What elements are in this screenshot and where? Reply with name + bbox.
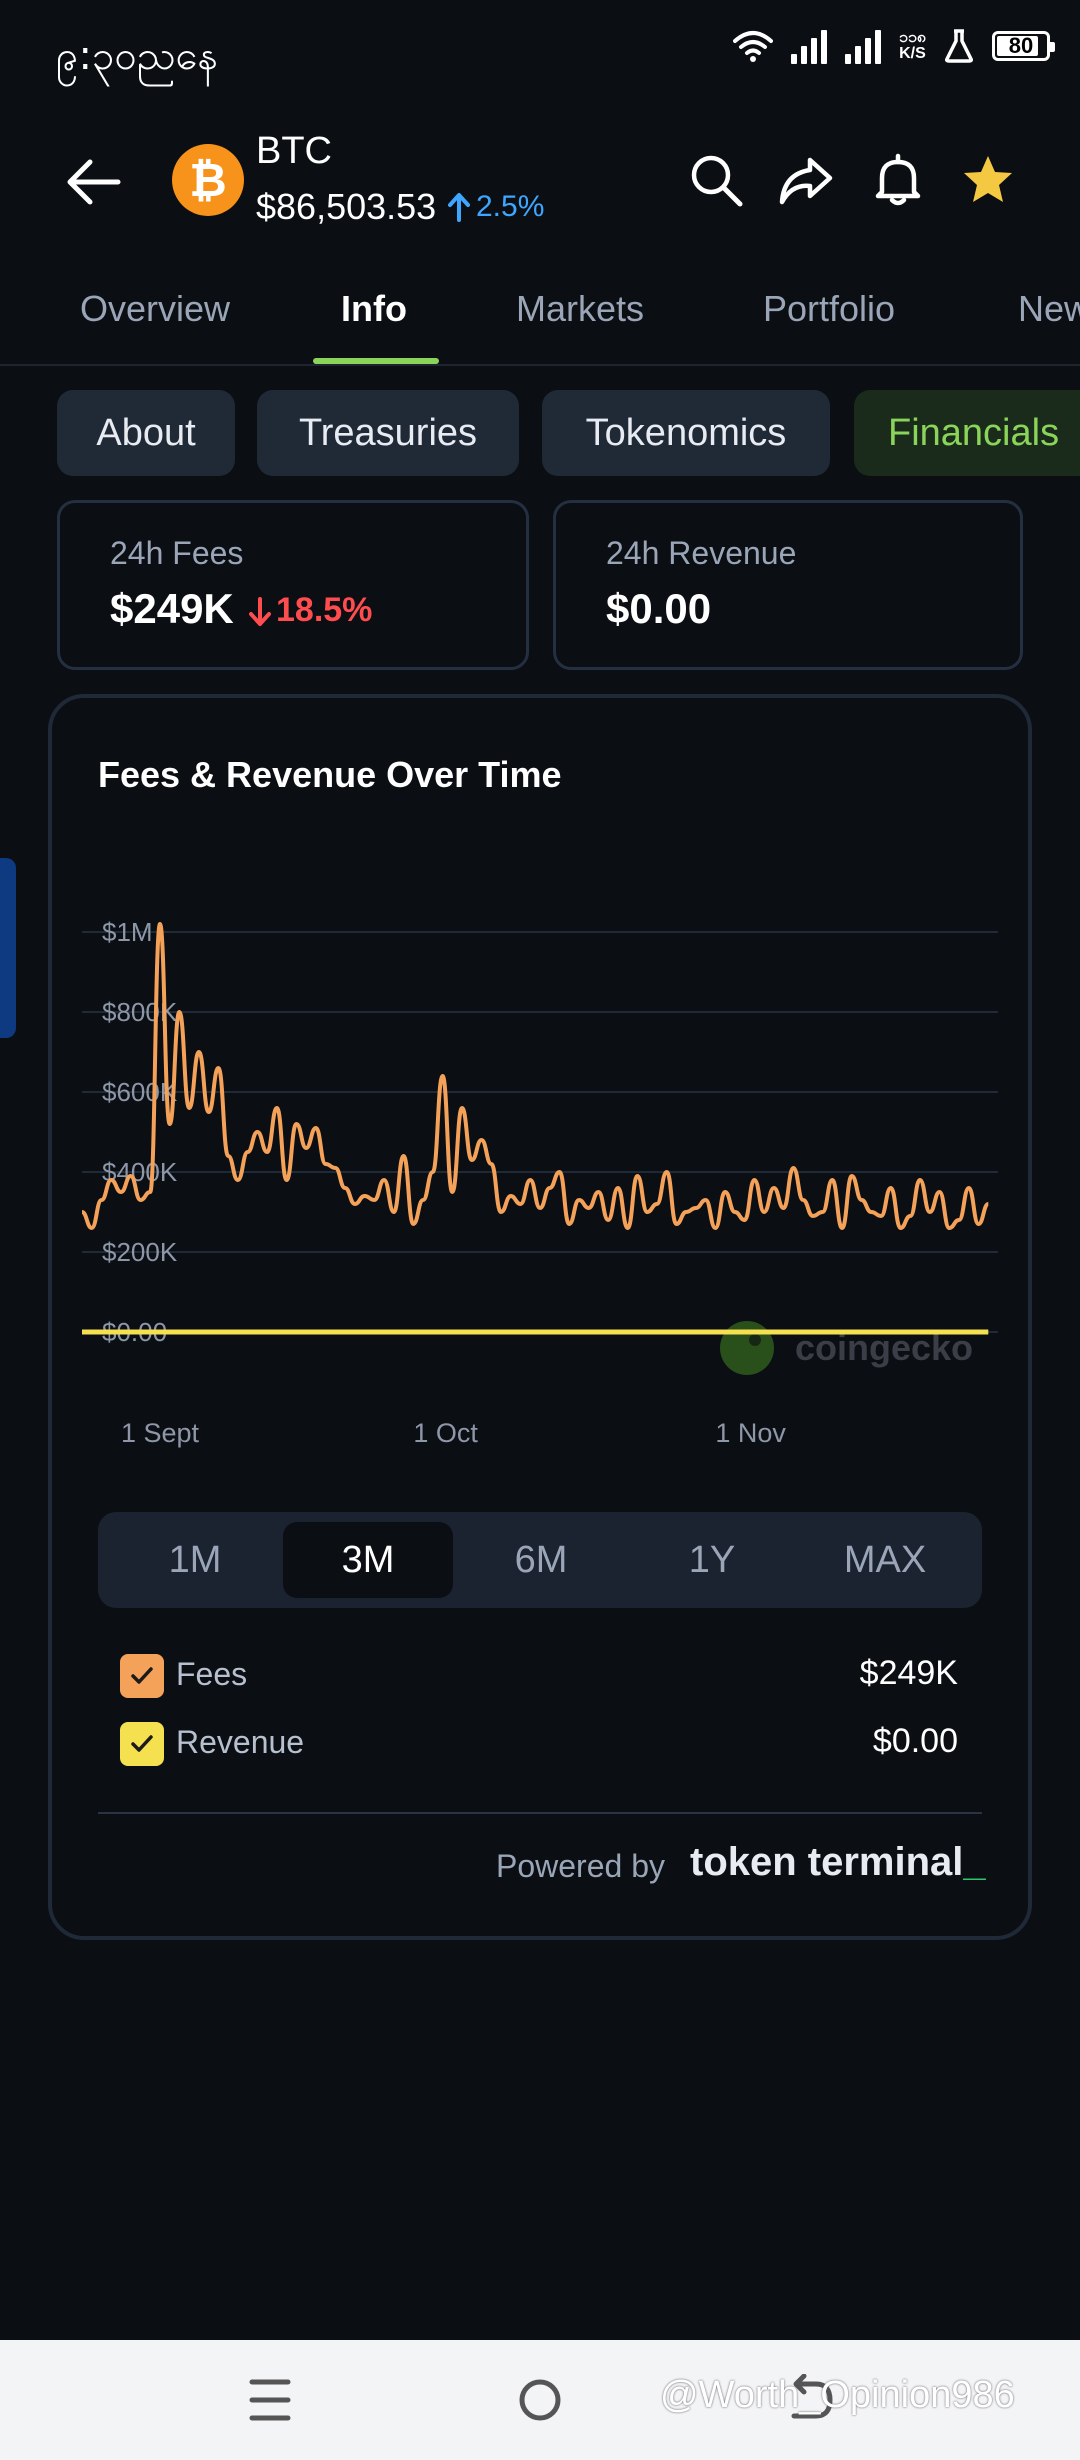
token-terminal-name: token terminal	[690, 1840, 964, 1884]
check-icon	[131, 1735, 153, 1752]
fees-change-value: 18.5%	[276, 591, 373, 629]
search-icon[interactable]	[686, 150, 746, 210]
coingecko-logo-icon	[720, 1321, 774, 1375]
fees-revenue-chart: $0.00$200K$400K$600K$800K$1M coingecko 1…	[81, 917, 998, 1448]
revenue-legend-value: $0.00	[872, 1722, 958, 1760]
range-max[interactable]: MAX	[843, 1538, 927, 1581]
check-icon	[131, 1667, 153, 1684]
coingecko-logo-eye	[749, 1334, 761, 1346]
recent-apps-icon[interactable]	[248, 2374, 292, 2426]
home-icon[interactable]	[516, 2376, 564, 2424]
y-tick-label: $1M	[102, 917, 153, 947]
chart-title: Fees & Revenue Over Time	[98, 754, 562, 795]
y-axis-labels: $0.00$200K$400K$600K$800K$1M	[102, 917, 178, 1347]
share-icon[interactable]	[776, 150, 836, 210]
tab-info[interactable]: Info	[341, 288, 407, 329]
revenue-legend-label: Revenue	[176, 1724, 305, 1760]
chip-tokenomics[interactable]: Tokenomics	[542, 390, 830, 476]
range-selector	[98, 1512, 982, 1608]
arrow-down-icon	[249, 596, 271, 626]
chart-series	[81, 922, 990, 1335]
network-speed-value: ၁၁၈	[898, 29, 926, 46]
flask-icon	[945, 29, 973, 63]
revenue-value: $0.00	[606, 585, 712, 632]
fees-card: 24h Fees $249K 18.5%	[57, 500, 529, 670]
battery-icon: 80	[992, 31, 1055, 61]
tab-markets[interactable]: Markets	[516, 288, 645, 329]
chip-financials[interactable]: Financials	[854, 390, 1080, 476]
tab-divider	[0, 364, 1080, 366]
signal-icon	[790, 28, 827, 64]
coin-price: $86,503.53	[256, 186, 437, 227]
revenue-label: 24h Revenue	[606, 535, 797, 571]
chart-panel	[48, 694, 1032, 1940]
side-handle[interactable]	[0, 858, 16, 1038]
back-nav-icon[interactable]	[784, 2374, 836, 2426]
chart-grid	[82, 931, 998, 1333]
battery-level: 80	[1008, 33, 1034, 58]
active-tab-indicator	[313, 358, 439, 364]
fees-change: 18.5%	[248, 591, 372, 630]
chip-about[interactable]: About	[57, 390, 235, 476]
revenue-checkbox[interactable]	[120, 1722, 164, 1766]
star-icon[interactable]	[958, 150, 1018, 210]
tab-news[interactable]: New	[1018, 288, 1080, 329]
token-terminal-logo[interactable]: token terminal_	[690, 1840, 986, 1885]
system-navigation-bar	[0, 2340, 1080, 2460]
fees-checkbox[interactable]	[120, 1654, 164, 1698]
tab-overview[interactable]: Overview	[80, 288, 231, 329]
fees-value: $249K	[110, 585, 234, 632]
y-tick-label: $200K	[102, 1237, 178, 1267]
network-speed: ၁၁၈ K/S	[899, 30, 926, 62]
fees-legend-value: $249K	[859, 1654, 958, 1692]
range-1y[interactable]: 1Y	[688, 1538, 736, 1581]
coingecko-watermark: coingecko	[720, 1321, 973, 1375]
signal-icon	[844, 28, 881, 64]
wifi-icon	[732, 31, 773, 62]
revenue-card: 24h Revenue $0.00	[553, 500, 1023, 670]
range-1m[interactable]: 1M	[168, 1538, 222, 1581]
status-icons: ၁၁၈ K/S 80	[732, 28, 1055, 64]
x-axis-labels: 1 Sept 1 Oct 1 Nov	[121, 1418, 786, 1448]
user-watermark: @Worth_Opinion986	[660, 2374, 1015, 2416]
fees-series-line	[81, 922, 990, 1230]
status-time: ၉:၃၀ညနေ	[56, 33, 219, 79]
fees-legend-label: Fees	[176, 1656, 248, 1692]
bell-icon[interactable]	[868, 150, 928, 210]
x-tick-label: 1 Sept	[121, 1418, 200, 1448]
arrow-up-icon	[448, 193, 470, 222]
tab-portfolio[interactable]: Portfolio	[763, 288, 896, 329]
back-arrow-icon[interactable]	[62, 150, 126, 214]
coin-symbol: BTC	[256, 130, 332, 172]
x-tick-label: 1 Nov	[715, 1418, 786, 1448]
network-speed-unit: K/S	[899, 45, 926, 62]
chip-treasuries[interactable]: Treasuries	[257, 390, 519, 476]
price-change-value: 2.5%	[476, 190, 545, 223]
range-3m[interactable]: 3M	[283, 1522, 453, 1598]
range-6m[interactable]: 6M	[514, 1538, 568, 1581]
price-change: 2.5%	[448, 190, 544, 224]
x-tick-label: 1 Oct	[413, 1418, 478, 1448]
bitcoin-logo-icon: ₿	[172, 144, 244, 216]
fees-label: 24h Fees	[110, 535, 244, 571]
legend-divider	[98, 1812, 982, 1814]
powered-by-label: Powered by	[496, 1848, 665, 1884]
token-terminal-cursor: _	[963, 1840, 986, 1884]
